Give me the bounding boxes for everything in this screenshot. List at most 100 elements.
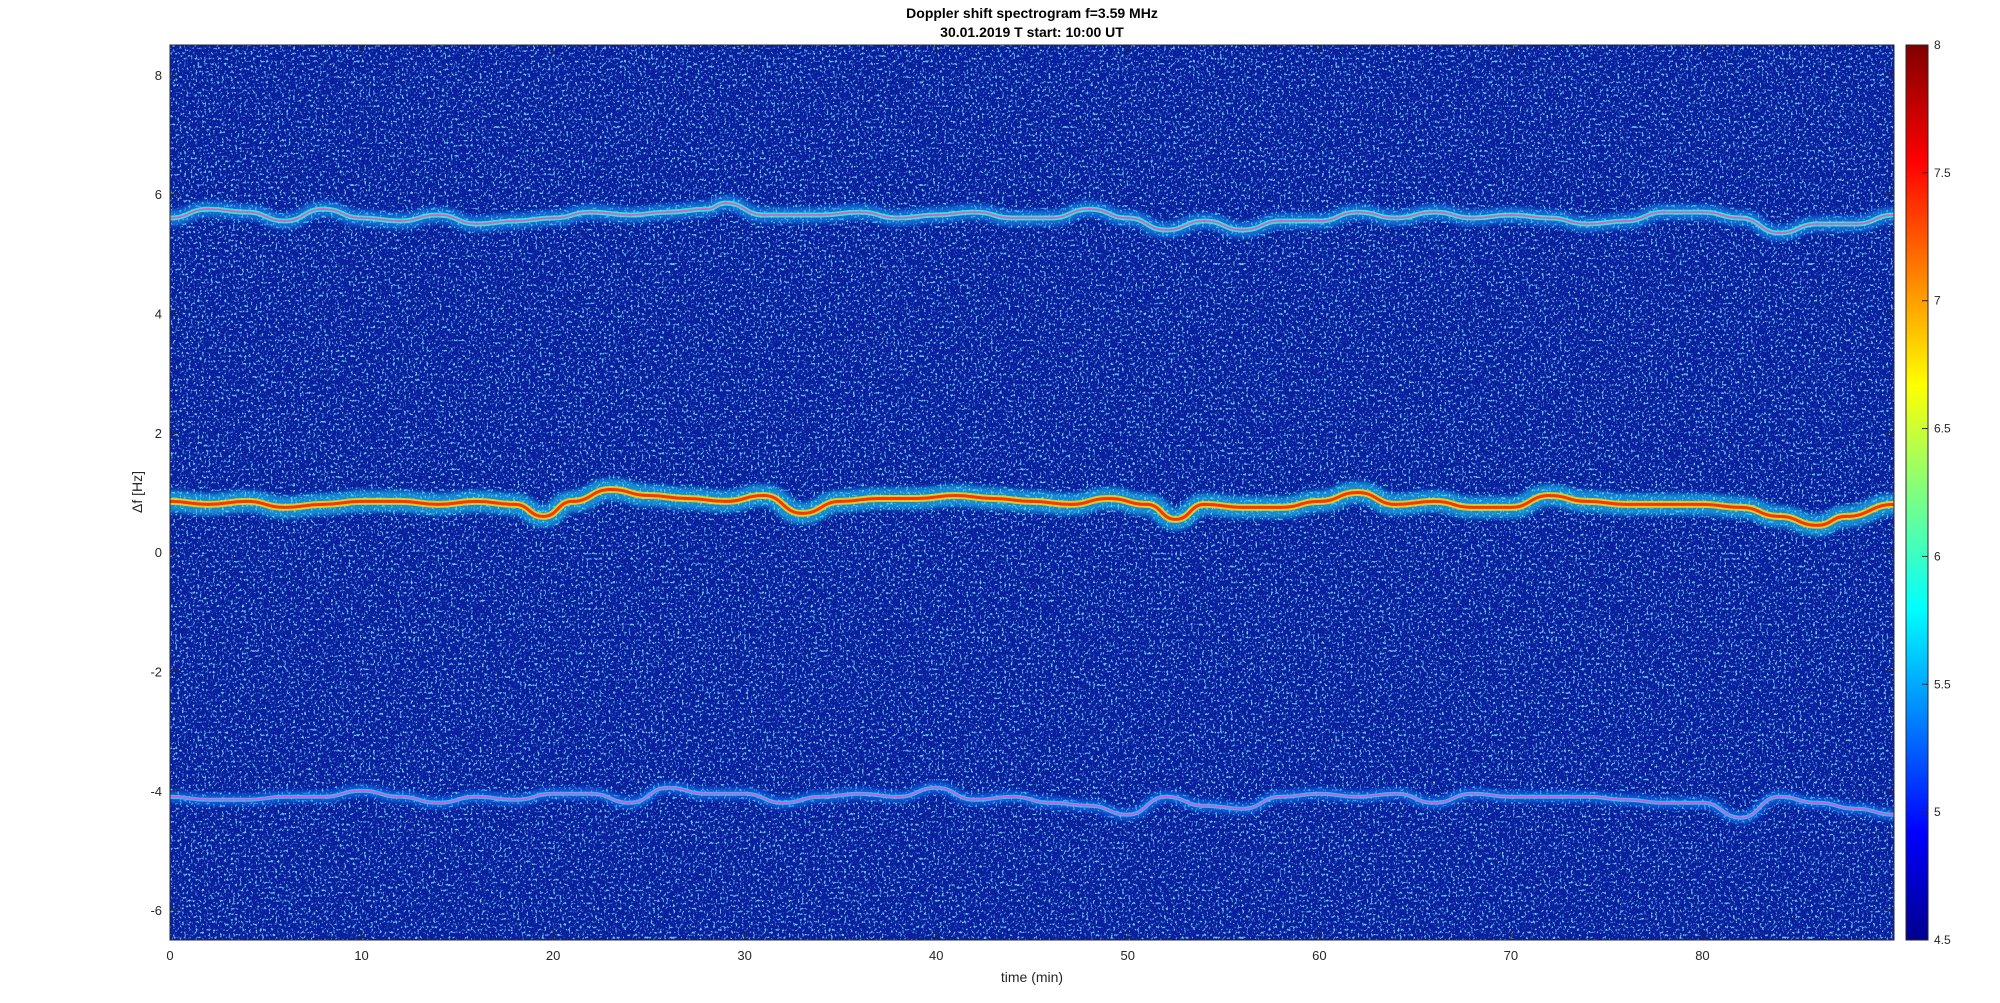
- y-tick-label: -6: [150, 903, 162, 918]
- trace-point: [207, 503, 210, 506]
- x-tick-label: 40: [929, 948, 943, 963]
- trace-point: [1356, 795, 1359, 798]
- trace-point: [360, 500, 363, 503]
- colorbar-tick-label: 6.5: [1934, 422, 1951, 436]
- plot-frame: [169, 44, 1895, 941]
- trace-point: [820, 213, 823, 217]
- trace-point: [1739, 216, 1743, 220]
- y-axis-label: Δf [Hz]: [129, 471, 145, 513]
- chart-subtitle: 30.01.2019 T start: 10:00 UT: [940, 24, 1124, 40]
- trace-point: [1088, 207, 1091, 211]
- trace-point: [1318, 500, 1321, 503]
- trace-point: [954, 494, 957, 497]
- trace-point: [800, 512, 804, 515]
- trace-point: [207, 207, 210, 211]
- trace-point: [245, 500, 248, 503]
- trace-point: [1318, 219, 1321, 223]
- x-tick-label: 30: [737, 948, 751, 963]
- trace-point: [743, 792, 746, 795]
- trace-point: [724, 201, 727, 205]
- trace-point: [437, 503, 440, 506]
- trace-point: [973, 798, 976, 801]
- trace-point: [571, 500, 574, 503]
- colorbar-gradient: [1905, 44, 1929, 941]
- x-tick-label: 80: [1695, 948, 1709, 963]
- trace-point: [1471, 216, 1474, 220]
- trace-point: [762, 213, 765, 217]
- trace-point: [1318, 792, 1321, 795]
- trace-point: [1586, 795, 1589, 798]
- trace-point: [839, 500, 842, 503]
- x-tick-label: 70: [1504, 948, 1518, 963]
- trace-point: [1701, 503, 1704, 506]
- trace-point: [1069, 503, 1072, 506]
- trace-point: [609, 488, 612, 491]
- trace-point: [858, 792, 861, 795]
- colorbar-tick-label: 5: [1934, 805, 1941, 819]
- trace-point: [437, 801, 440, 804]
- trace-point: [1701, 210, 1704, 214]
- trace-point: [877, 497, 880, 500]
- trace-point: [475, 795, 478, 798]
- trace-point: [398, 500, 402, 503]
- trace-point: [1126, 216, 1130, 220]
- trace-point: [1279, 219, 1283, 223]
- trace-point: [1816, 222, 1819, 226]
- trace-point: [1241, 807, 1244, 810]
- trace-point: [1739, 506, 1743, 509]
- x-tick-label: 50: [1121, 948, 1135, 963]
- y-axis: -6 -4 -2 0 2 4 6 8: [150, 68, 1894, 918]
- trace-point: [1509, 213, 1513, 217]
- trace-point: [628, 213, 631, 217]
- trace-point: [1174, 518, 1177, 521]
- y-tick-label: 2: [155, 426, 162, 441]
- trace-point: [1624, 219, 1628, 223]
- trace-point: [1203, 804, 1206, 807]
- x-axis-label: time (min): [1001, 969, 1063, 985]
- trace-point: [1816, 524, 1819, 527]
- trace-point: [1279, 506, 1283, 509]
- trace-point: [283, 506, 287, 509]
- trace-point: [207, 798, 210, 801]
- trace-point: [666, 786, 670, 789]
- trace-point: [1586, 222, 1589, 226]
- colorbar-tick-label: 6: [1934, 549, 1941, 563]
- trace-point: [1394, 503, 1398, 506]
- trace-layer: [170, 195, 1894, 824]
- trace-point: [896, 795, 900, 798]
- trace-point: [1011, 795, 1014, 798]
- trace-point: [1586, 500, 1589, 503]
- trace-point: [820, 795, 823, 798]
- trace-line: [170, 787, 1894, 819]
- trace-point: [475, 222, 478, 226]
- trace-point: [475, 500, 478, 503]
- x-tick-label: 0: [166, 948, 173, 963]
- trace-point: [360, 216, 363, 220]
- trace-point: [1164, 795, 1168, 798]
- trace-point: [1126, 813, 1130, 816]
- trace-point: [360, 789, 363, 792]
- plot-area: [169, 44, 1895, 941]
- colorbar-tick-label: 7.5: [1934, 166, 1951, 180]
- trace-point: [1433, 801, 1436, 804]
- y-tick-label: 4: [155, 307, 162, 322]
- trace-point: [1624, 503, 1628, 506]
- trace-point: [915, 497, 919, 500]
- trace-point: [513, 798, 516, 801]
- trace-point: [935, 213, 938, 217]
- trace-point: [398, 795, 402, 798]
- colorbar-tick-label: 7: [1934, 294, 1941, 308]
- trace-point: [1241, 506, 1244, 509]
- trace-point: [1739, 816, 1743, 819]
- x-tick-label: 10: [354, 948, 368, 963]
- colorbar: 4.5 5 5.5 6 6.5 7 7.5 8: [1905, 38, 1951, 947]
- colorbar-tick-label: 8: [1934, 38, 1941, 52]
- trace-point: [724, 500, 727, 503]
- x-axis: 0 10 20 30 40 50 60 70 80: [166, 45, 1710, 963]
- trace-2: [170, 781, 1894, 824]
- trace-0: [170, 195, 1894, 242]
- trace-1: [170, 478, 1894, 537]
- trace-point: [1394, 792, 1398, 795]
- trace-point: [1701, 801, 1704, 804]
